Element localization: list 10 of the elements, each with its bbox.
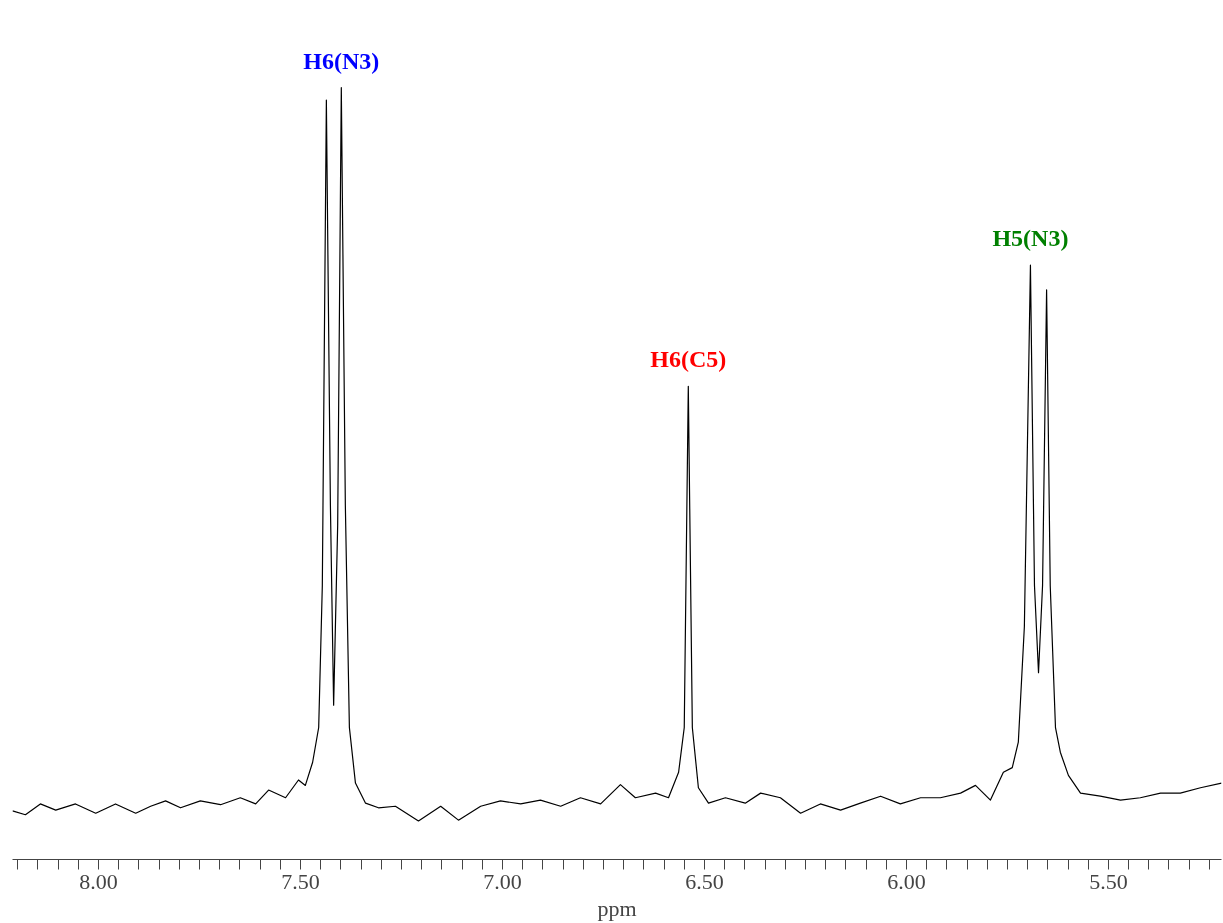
annotation: H6(N3) <box>303 47 380 74</box>
x-tick-label: 7.00 <box>483 868 522 894</box>
annotation: H5(N3) <box>992 225 1069 252</box>
x-tick-label: 7.50 <box>281 868 320 894</box>
x-tick-label: 6.00 <box>887 868 926 894</box>
x-tick-label: 8.00 <box>79 868 118 894</box>
x-axis-title: ppm <box>597 895 637 921</box>
annotation: H6(C5) <box>650 346 727 373</box>
x-tick-label: 5.50 <box>1089 868 1128 894</box>
x-tick-label: 6.50 <box>685 868 724 894</box>
